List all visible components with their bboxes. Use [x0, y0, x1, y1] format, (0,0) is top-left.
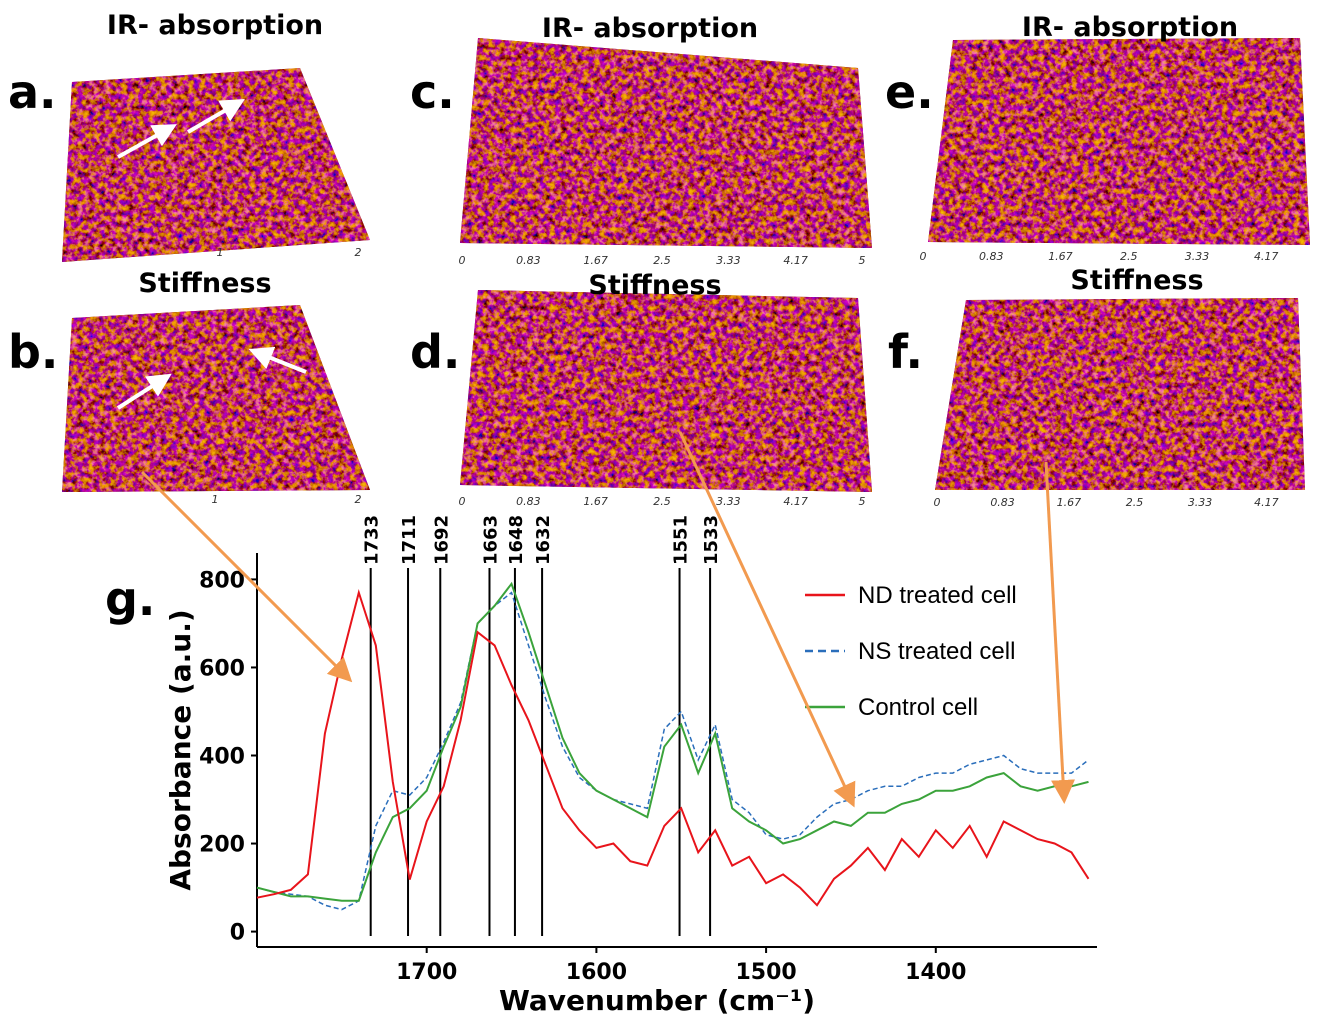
y-axis-label: Absorbance (a.u.) — [164, 609, 197, 890]
map-tick-label: 0 — [459, 495, 466, 508]
map-tick-label: 3.33 — [1188, 496, 1213, 509]
y-tick-label: 400 — [199, 745, 245, 770]
panel-label: a. — [8, 65, 57, 119]
panel-label: e. — [885, 65, 934, 119]
panel-label: g. — [105, 572, 155, 626]
panel-title: IR- absorption — [107, 10, 323, 41]
y-tick-label: 600 — [199, 656, 245, 681]
map-tick-label: 4.17 — [783, 495, 808, 508]
map-tick-label: 5 — [859, 254, 866, 267]
map-tick-label: 0 — [934, 496, 941, 509]
panel-label: b. — [8, 325, 58, 379]
reference-label: 1711 — [399, 515, 420, 565]
map-tick-label: 2 — [355, 493, 362, 506]
map-tick-label: 2.5 — [653, 254, 671, 267]
map-tick-label: 1 — [217, 246, 224, 259]
map-tick-label: 2.5 — [1120, 250, 1138, 263]
spectrum-chart: 0 200 400 600 800 1700 1600 1500 1400 Wavenumber … — [105, 515, 1097, 1017]
surface-texture — [935, 298, 1305, 490]
map-tick-label: 0.83 — [516, 495, 541, 508]
x-tick-label: 1400 — [905, 960, 966, 985]
legend-label: ND treated cell — [858, 582, 1017, 609]
map-tick-label: 0.83 — [990, 496, 1015, 509]
map-tick-label: 1.67 — [583, 254, 608, 267]
map-tick-label: 0 — [920, 250, 927, 263]
x-tick-label: 1600 — [566, 960, 627, 985]
y-tick-label: 800 — [199, 568, 245, 593]
surface-texture — [62, 305, 370, 492]
map-tick-label: 1.67 — [1048, 250, 1073, 263]
map-tick-label: 4.17 — [1254, 250, 1279, 263]
panel-label: c. — [410, 65, 455, 119]
panel-label: d. — [410, 325, 460, 379]
map-tick-label: 3.33 — [716, 495, 741, 508]
reference-label: 1648 — [506, 515, 527, 565]
panels: IR- absorption a. 1 2 Stiffness b. 1 2 IR- absor… — [8, 10, 1310, 509]
map-tick-label: 2.5 — [1126, 496, 1144, 509]
map-tick-label: 0.83 — [979, 250, 1004, 263]
reference-label: 1733 — [362, 515, 383, 565]
surface-texture — [460, 290, 872, 492]
map-tick-label: 1.67 — [583, 495, 608, 508]
map-tick-label: 4.17 — [1254, 496, 1279, 509]
panel-title: Stiffness — [588, 270, 721, 301]
reference-label: 1551 — [671, 515, 692, 565]
map-tick-label: 0 — [459, 254, 466, 267]
x-tick-label: 1700 — [396, 960, 457, 985]
y-tick-label: 200 — [199, 833, 245, 858]
map-tick-label: 3.33 — [716, 254, 741, 267]
panel-title: Stiffness — [138, 268, 271, 299]
map-tick-label: 1 — [212, 493, 219, 506]
reference-label: 1632 — [533, 515, 554, 565]
map-tick-label: 1.67 — [1057, 496, 1082, 509]
panel-title: IR- absorption — [542, 13, 758, 44]
map-tick-label: 2 — [355, 246, 362, 259]
panel-title: IR- absorption — [1022, 12, 1238, 43]
series-line — [257, 584, 1089, 901]
x-axis-label: Wavenumber (cm⁻¹) — [499, 984, 815, 1017]
map-tick-label: 3.33 — [1185, 250, 1210, 263]
map-tick-label: 2.5 — [653, 495, 671, 508]
panel-title: Stiffness — [1070, 265, 1203, 296]
y-tick-label: 0 — [230, 921, 245, 946]
legend-label: NS treated cell — [858, 638, 1015, 665]
figure: IR- absorption a. 1 2 Stiffness b. 1 2 IR- absor… — [0, 0, 1322, 1017]
map-tick-label: 0.83 — [516, 254, 541, 267]
x-tick-label: 1500 — [735, 960, 796, 985]
panel-label: f. — [888, 325, 923, 379]
surface-texture — [460, 38, 872, 248]
legend-label: Control cell — [858, 694, 978, 721]
surface-texture — [928, 38, 1310, 245]
reference-label: 1663 — [480, 515, 501, 565]
map-tick-label: 4.17 — [783, 254, 808, 267]
surface-texture — [62, 68, 370, 262]
reference-label: 1692 — [431, 515, 452, 565]
orange-arrow — [1046, 462, 1064, 798]
map-tick-label: 5 — [859, 495, 866, 508]
reference-label: 1533 — [701, 515, 722, 565]
